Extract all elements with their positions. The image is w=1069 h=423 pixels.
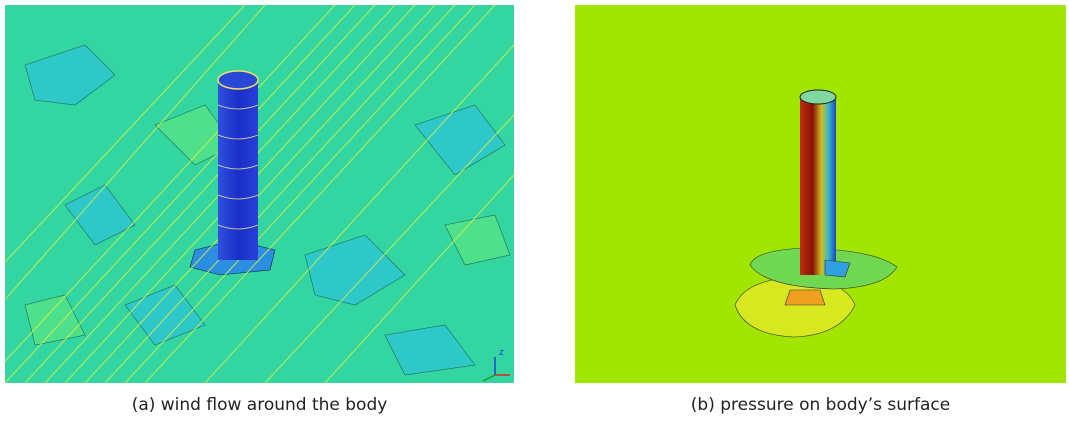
caption: (a) wind flow around the body bbox=[5, 395, 514, 415]
axis-label: z bbox=[499, 348, 504, 358]
pressure-image bbox=[575, 5, 1066, 383]
caption: (b) pressure on body’s surface bbox=[575, 395, 1066, 415]
wind-flow-image: z bbox=[5, 5, 514, 383]
figure: z (a) wind flow around the body (b) pres… bbox=[0, 0, 1069, 423]
